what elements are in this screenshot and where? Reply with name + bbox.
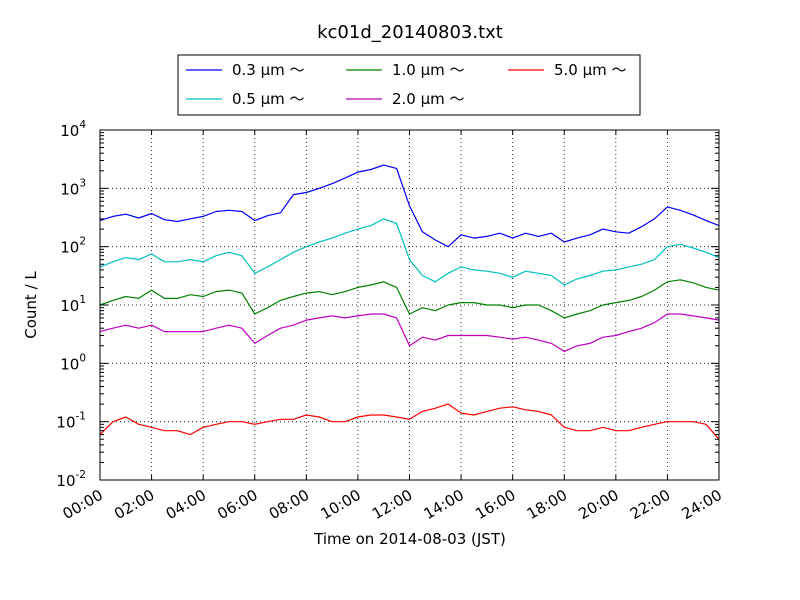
series-line-3: [99, 313, 720, 352]
legend: 0.3 μm ～ 0.5 μm ～ 1.0 μm ～ 2.0 μm ～ 5.0 μm ～: [177, 54, 641, 116]
y-tick-exponent: -2: [76, 469, 86, 481]
y-tick-exponent: 1: [79, 294, 86, 306]
legend-label: 2.0 μm ～: [392, 90, 465, 108]
series-line-4: [99, 403, 720, 440]
legend-label: 0.3 μm ～: [232, 61, 305, 79]
chart-title: kc01d_20140803.txt: [317, 22, 503, 43]
y-tick-exponent: 0: [79, 352, 86, 364]
legend-label: 0.5 μm ～: [232, 90, 305, 108]
series-line-1: [99, 218, 720, 286]
legend-frame: [177, 54, 641, 116]
series-line-2: [99, 279, 720, 319]
legend-label: 1.0 μm ～: [392, 61, 465, 79]
y-tick-exponent: 3: [79, 177, 86, 189]
y-tick-exponent: 2: [79, 236, 86, 248]
series-lines: [99, 164, 720, 440]
y-tick-exponent: -1: [76, 411, 86, 423]
y-axis-label: Count / L: [22, 271, 40, 339]
legend-label: 5.0 μm ～: [554, 61, 627, 79]
y-tick-exponent: 4: [79, 119, 86, 131]
x-axis-label: Time on 2014-08-03 (JST): [313, 530, 506, 548]
series-line-0: [99, 164, 720, 248]
